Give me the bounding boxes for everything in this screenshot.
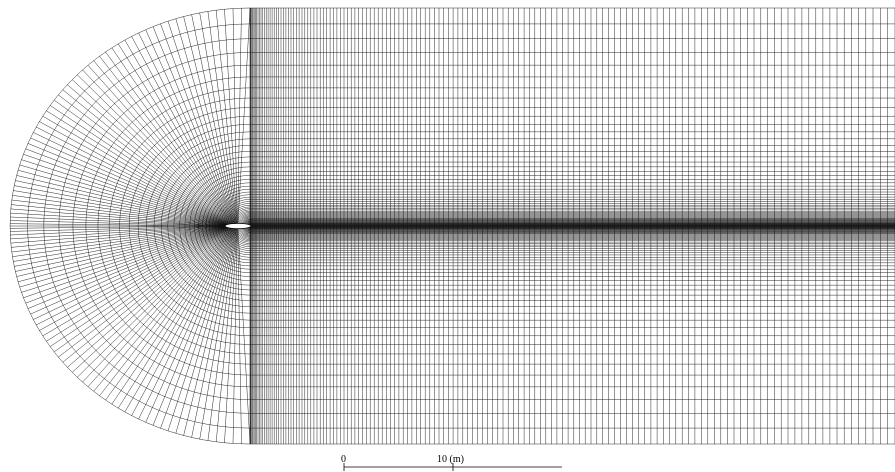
radial-lines bbox=[9, 7, 251, 445]
scale-label: 0 bbox=[341, 454, 346, 465]
mesh bbox=[9, 7, 895, 445]
airfoil bbox=[224, 222, 252, 229]
scale-bar: 0 10 (m) bbox=[341, 454, 562, 471]
scale-label: 10 (m) bbox=[437, 454, 464, 465]
